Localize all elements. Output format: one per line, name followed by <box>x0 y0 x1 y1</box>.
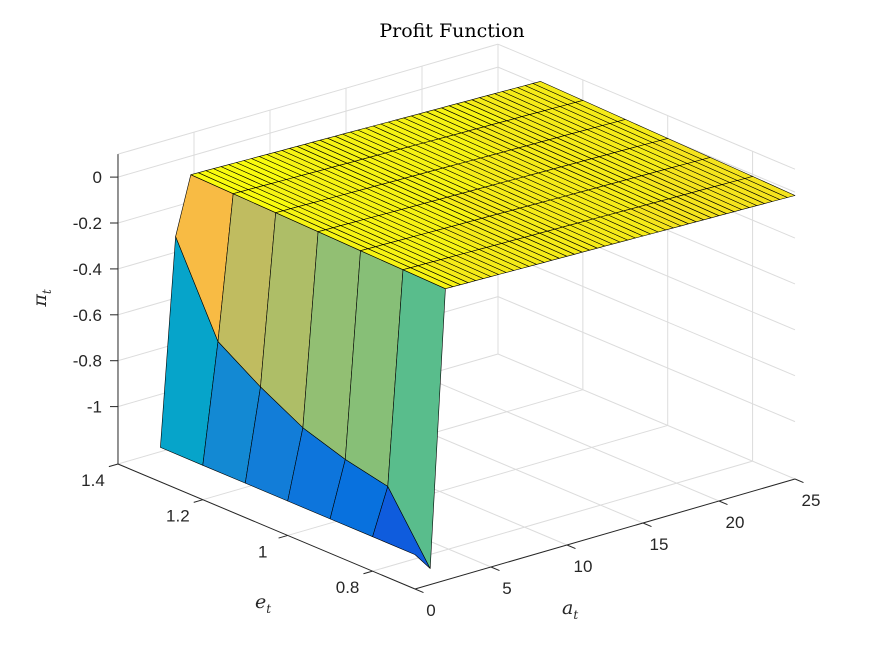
z-tick-label: -0.4 <box>73 260 102 279</box>
chart-title: Profit Function <box>379 20 524 42</box>
z-tick-label: -1 <box>87 398 102 417</box>
x-tick-label: 25 <box>802 491 821 510</box>
y-tick-label: 1 <box>258 542 267 561</box>
x-axis-line <box>414 478 796 590</box>
y-tick-mark <box>278 534 288 539</box>
x-tick-mark <box>642 522 652 528</box>
x-tick-label: 0 <box>426 601 435 620</box>
side-wall-grid-line-z <box>497 296 796 423</box>
x-tick-mark <box>490 566 500 572</box>
back-wall-grid-line-z <box>117 66 499 178</box>
z-tick-label: -0.6 <box>73 306 102 325</box>
y-tick-mark <box>363 570 373 575</box>
x-axis-label: at <box>562 597 578 622</box>
x-tick-labels: 0 5 10 15 20 25 <box>426 491 820 620</box>
y-tick-label: 1.4 <box>81 471 105 490</box>
x-tick-mark <box>566 544 576 550</box>
z-tick-label: -0.2 <box>73 214 102 233</box>
y-axis-label: et <box>255 591 271 616</box>
z-label-symbol: π <box>29 294 51 308</box>
z-axis-label: πt <box>29 289 54 308</box>
x-tick-label: 10 <box>574 557 593 576</box>
floor-grid-line-e <box>372 460 753 572</box>
z-tick-label: 0 <box>93 168 102 187</box>
y-label-symbol: e <box>255 591 266 613</box>
x-label-symbol: a <box>562 597 573 619</box>
x-tick-label: 20 <box>726 513 745 532</box>
z-label-subscript: t <box>40 289 54 294</box>
y-axis-line <box>117 463 416 590</box>
y-tick-label: 0.8 <box>336 578 360 597</box>
y-tick-label: 1.2 <box>166 507 190 526</box>
side-wall-top-edge <box>497 43 796 170</box>
back-wall-top-edge <box>117 43 499 155</box>
surface-mesh <box>160 81 796 569</box>
floor-grid-line-a <box>421 375 720 502</box>
z-tick-label: -0.8 <box>73 352 102 371</box>
x-label-subscript: t <box>573 608 578 622</box>
floor-grid-line-a <box>497 353 796 480</box>
side-wall-grid-line-z <box>497 250 796 377</box>
axes <box>108 154 804 594</box>
x-tick-label: 15 <box>650 535 669 554</box>
surface-patch <box>744 176 796 198</box>
y-tick-labels: 0.8 1 1.2 1.4 <box>81 471 359 597</box>
y-label-subscript: t <box>266 602 271 616</box>
x-tick-mark <box>794 478 804 484</box>
svg-text:πt: πt <box>29 289 54 308</box>
x-tick-mark <box>414 588 424 594</box>
y-tick-mark <box>193 499 203 503</box>
z-tick-labels: 0 -0.2 -0.4 -0.6 -0.8 -1 <box>73 168 102 417</box>
y-tick-mark <box>108 463 119 468</box>
x-tick-label: 5 <box>502 579 511 598</box>
x-tick-mark <box>718 500 728 506</box>
